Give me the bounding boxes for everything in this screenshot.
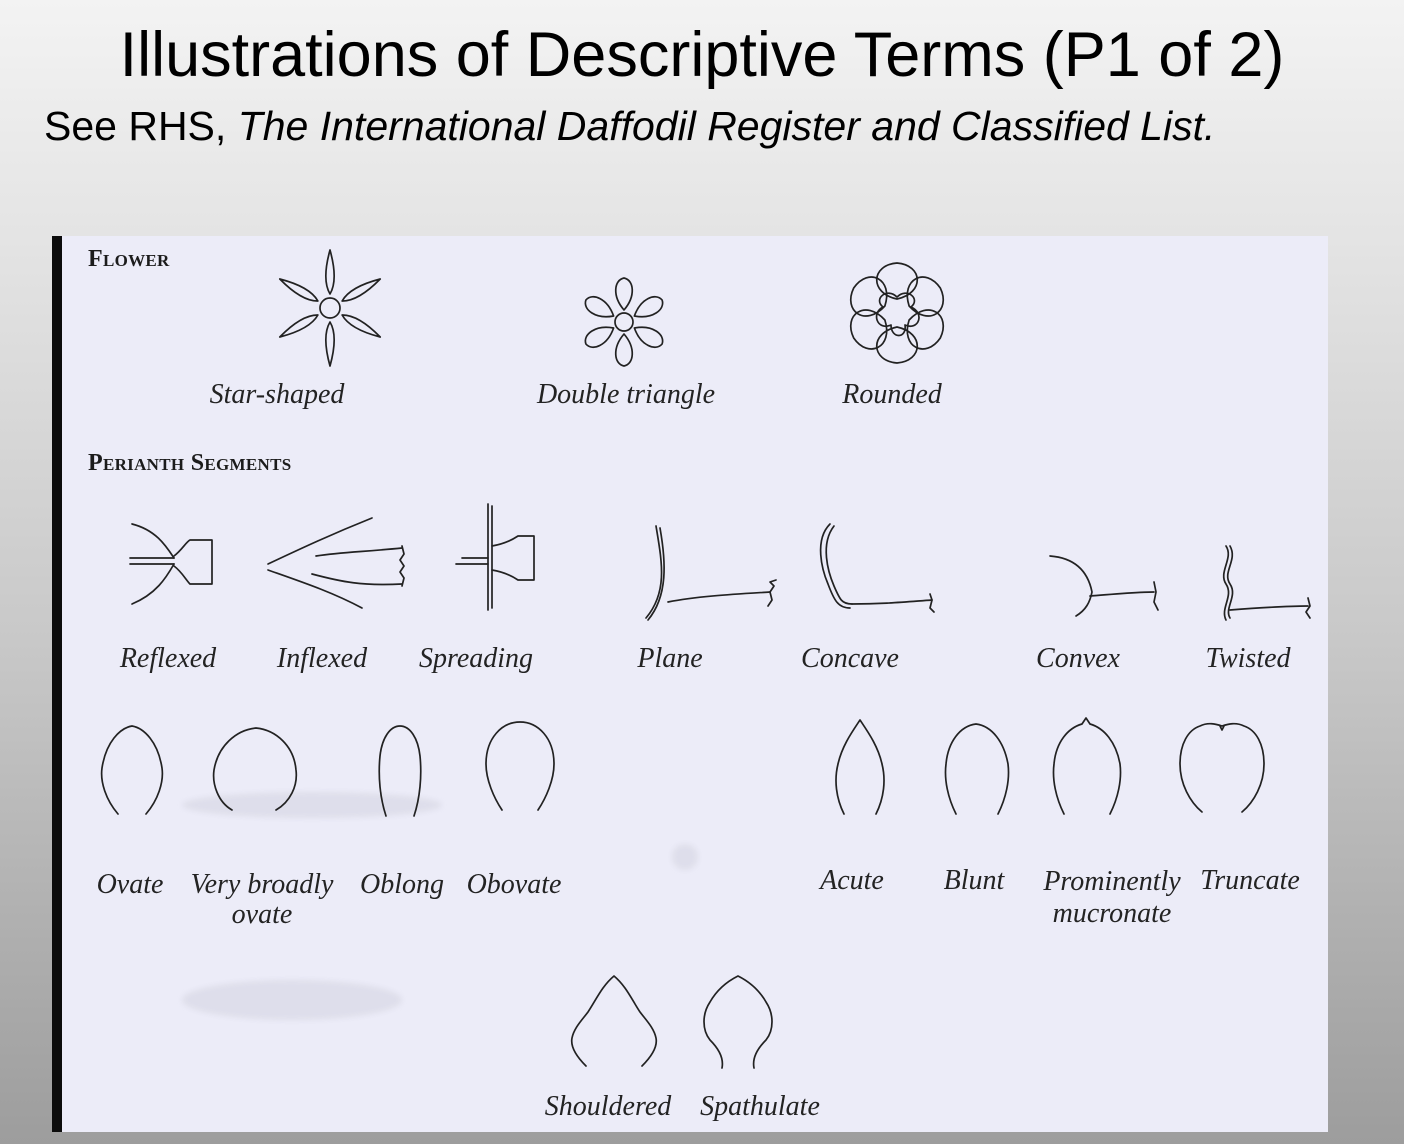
plane-segment-icon — [638, 522, 788, 622]
obovate-outline-icon — [480, 718, 560, 814]
label-shouldered: Shouldered — [544, 1091, 672, 1122]
scan-smudge — [182, 980, 402, 1020]
slide-subtitle: See RHS, The International Daffodil Regi… — [44, 102, 1215, 150]
shouldered-outline-icon — [566, 972, 662, 1072]
label-twisted: Twisted — [1205, 643, 1291, 674]
spathulate-outline-icon — [698, 972, 780, 1072]
scanned-plate: Flower Perianth Segments — [52, 236, 1328, 1132]
scan-smudge — [672, 844, 698, 870]
convex-segment-icon — [1046, 552, 1170, 620]
label-blunt: Blunt — [943, 865, 1005, 896]
very-broadly-ovate-outline-icon — [210, 722, 300, 818]
label-very-broadly-ovate: Very broadly ovate — [190, 869, 334, 930]
label-oblong: Oblong — [360, 869, 444, 900]
label-spreading: Spreading — [418, 643, 534, 674]
subtitle-prefix: See RHS, — [44, 103, 238, 149]
rounded-flower-icon — [844, 260, 950, 366]
oblong-outline-icon — [372, 722, 428, 818]
slide-title: Illustrations of Descriptive Terms (P1 o… — [119, 20, 1285, 90]
spreading-segment-icon — [452, 500, 538, 614]
section-heading-flower: Flower — [88, 246, 170, 272]
prominently-mucronate-outline-icon — [1050, 714, 1124, 818]
label-concave: Concave — [801, 643, 899, 674]
blunt-outline-icon — [942, 718, 1012, 818]
star-flower-icon — [268, 246, 392, 370]
acute-outline-icon — [830, 718, 890, 818]
truncate-outline-icon — [1176, 716, 1268, 816]
ovate-outline-icon — [98, 722, 166, 818]
label-prominently-mucronate: Prominently mucronate — [1043, 866, 1181, 929]
label-reflexed: Reflexed — [119, 643, 217, 674]
subtitle-reference: The International Daffodil Register and … — [237, 103, 1216, 149]
label-plane: Plane — [637, 643, 703, 674]
label-star-shaped: Star-shaped — [209, 379, 345, 410]
label-inflexed: Inflexed — [276, 643, 368, 674]
label-ovate: Ovate — [96, 869, 164, 900]
twisted-segment-icon — [1212, 542, 1316, 626]
double-triangle-flower-icon — [576, 274, 672, 370]
label-truncate: Truncate — [1200, 865, 1300, 896]
label-obovate: Obovate — [466, 869, 562, 900]
label-double-triangle: Double triangle — [536, 379, 716, 410]
label-spathulate: Spathulate — [700, 1091, 820, 1122]
label-convex: Convex — [1036, 643, 1120, 674]
concave-segment-icon — [804, 520, 944, 616]
inflexed-segment-icon — [262, 514, 422, 610]
label-rounded: Rounded — [842, 379, 942, 410]
section-heading-perianth-segments: Perianth Segments — [88, 450, 292, 476]
label-acute: Acute — [820, 865, 884, 896]
reflexed-segment-icon — [120, 520, 220, 610]
